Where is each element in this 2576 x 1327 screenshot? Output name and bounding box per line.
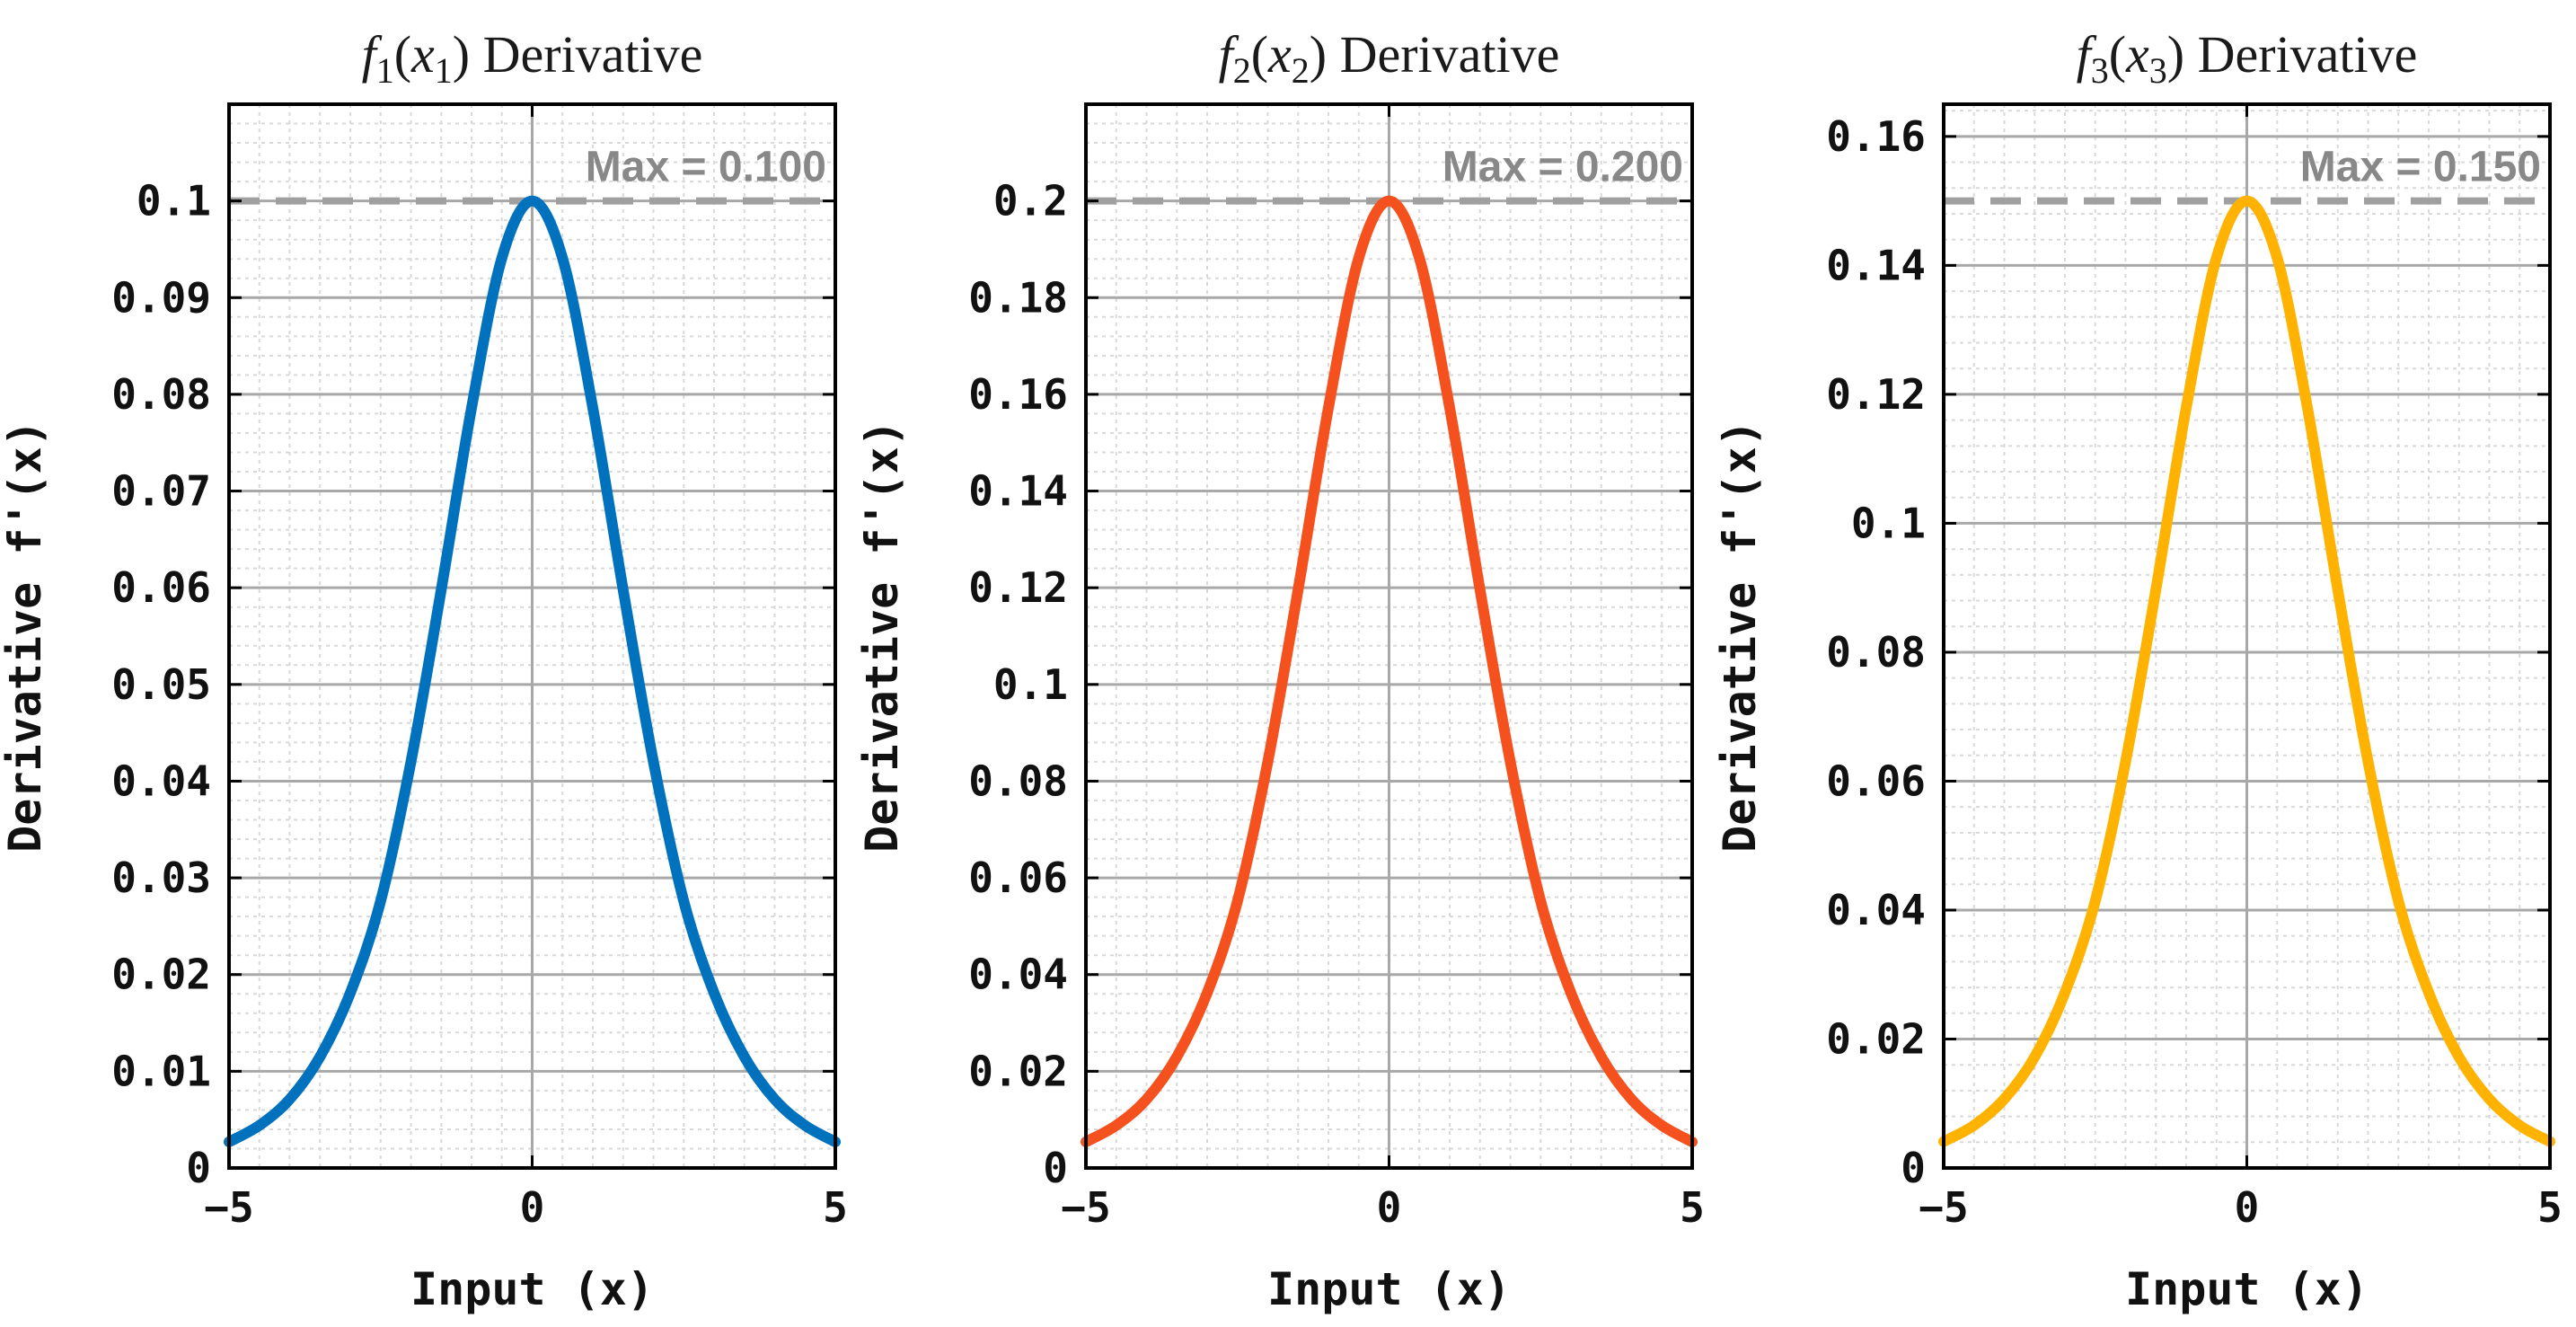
y-tick-label: 0.03 [111, 854, 211, 902]
title-variable: x [2125, 25, 2149, 84]
title-subscript: 2 [1233, 50, 1251, 91]
y-tick-label: 0.06 [968, 854, 1068, 902]
series-line [1081, 195, 1698, 1147]
y-tick-label: 0.07 [111, 467, 211, 516]
x-tick-label: −5 [1061, 1183, 1110, 1232]
title-subscript: 1 [376, 50, 394, 91]
y-tick-label: 0.14 [1826, 241, 1926, 289]
y-tick-label: 0.04 [1826, 886, 1926, 934]
y-tick-label: 0.16 [1826, 112, 1926, 161]
series-line [224, 195, 841, 1147]
title-variable: x [410, 25, 435, 84]
x-tick-label: 0 [2235, 1183, 2260, 1232]
chart-panel-1: −5 0 500.010.020.030.040.050.060.070.080.0… [0, 25, 848, 1315]
x-axis-label: Input (x) [1267, 1263, 1511, 1315]
y-tick-label: 0 [1901, 1144, 1926, 1192]
max-annotation: Max = 0.200 [1442, 144, 1683, 191]
y-tick-label: 0.16 [968, 370, 1068, 419]
chart-title: f2(x2) Derivative [1219, 25, 1560, 91]
series-line [1938, 195, 2555, 1147]
x-tick-label: −5 [204, 1183, 253, 1232]
y-tick-label: 0.1 [993, 660, 1068, 709]
y-tick-label: 0.12 [1826, 370, 1926, 419]
y-tick-label: 0.1 [137, 177, 211, 226]
title-suffix: Derivative [470, 25, 702, 84]
title-suffix: Derivative [2184, 25, 2417, 84]
x-tick-label: 5 [2537, 1183, 2563, 1232]
x-tick-label: 0 [1377, 1183, 1402, 1232]
y-tick-label: 0.05 [111, 660, 211, 709]
title-paren-open: ( [394, 25, 411, 84]
y-tick-label: 0.08 [1826, 628, 1926, 677]
title-variable-subscript: 1 [435, 50, 453, 91]
x-tick-label: −5 [1919, 1183, 1968, 1232]
y-tick-label: 0.14 [968, 467, 1068, 516]
x-tick-label: 5 [823, 1183, 848, 1232]
title-variable: x [1267, 25, 1292, 84]
x-axis-label: Input (x) [410, 1263, 654, 1315]
chart-title: f1(x1) Derivative [362, 25, 703, 91]
title-variable-subscript: 3 [2149, 50, 2167, 91]
title-paren-open: ( [2109, 25, 2126, 84]
title-suffix: Derivative [1327, 25, 1559, 84]
chart-title: f3(x3) Derivative [2077, 25, 2418, 91]
x-axis-label: Input (x) [2125, 1263, 2369, 1315]
y-tick-label: 0.12 [968, 563, 1068, 612]
max-annotation: Max = 0.100 [586, 144, 826, 191]
y-tick-label: 0.08 [968, 756, 1068, 805]
y-axis-label: Derivative f'(x) [1714, 420, 1766, 853]
title-subscript: 3 [2091, 50, 2109, 91]
y-tick-label: 0.09 [111, 273, 211, 322]
title-paren-close: ) [1310, 25, 1327, 84]
y-axis-label: Derivative f'(x) [0, 420, 51, 853]
y-tick-label: 0 [1043, 1144, 1068, 1192]
y-tick-label: 0.18 [968, 273, 1068, 322]
y-tick-label: 0.02 [968, 1047, 1068, 1095]
chart-panel-2: −5 0 500.020.040.060.080.10.120.140.160.18… [856, 25, 1705, 1315]
title-variable-subscript: 2 [1292, 50, 1310, 91]
y-tick-label: 0.02 [1826, 1014, 1926, 1063]
y-tick-label: 0.04 [968, 951, 1068, 999]
y-tick-label: 0.04 [111, 756, 211, 805]
y-tick-label: 0.1 [1851, 499, 1926, 547]
y-tick-label: 0.02 [111, 951, 211, 999]
y-axis-label: Derivative f'(x) [856, 420, 908, 853]
x-tick-label: 0 [520, 1183, 545, 1232]
y-tick-label: 0.2 [993, 177, 1068, 226]
y-tick-label: 0.08 [111, 370, 211, 419]
y-tick-label: 0.01 [111, 1047, 211, 1095]
title-paren-open: ( [1251, 25, 1268, 84]
chart-panel-3: −5 0 500.020.040.060.080.10.120.140.16Max … [1714, 25, 2563, 1315]
x-tick-label: 5 [1680, 1183, 1705, 1232]
title-paren-close: ) [2167, 25, 2184, 84]
y-tick-label: 0.06 [111, 563, 211, 612]
title-paren-close: ) [453, 25, 470, 84]
y-tick-label: 0.06 [1826, 756, 1926, 805]
y-tick-label: 0 [186, 1144, 211, 1192]
max-annotation: Max = 0.150 [2300, 144, 2541, 191]
